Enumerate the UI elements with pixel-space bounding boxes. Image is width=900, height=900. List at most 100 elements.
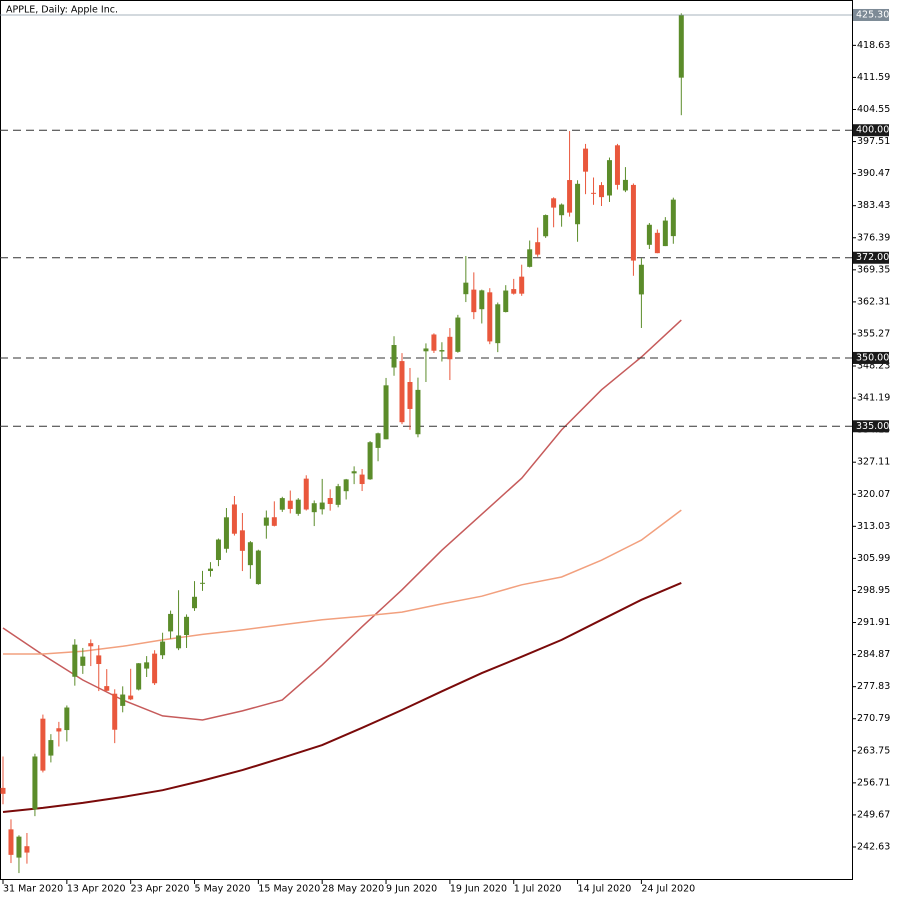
candle-body [207,568,213,572]
x-tick-label: 31 Mar 2020 [3,884,63,895]
candle-body [399,361,405,423]
y-tick-label: 383.43 [857,200,890,211]
candle-body [311,503,317,513]
candle-body [423,348,429,352]
candle-body [471,289,477,313]
y-tick-label: 320.07 [857,489,890,500]
y-tick-label: 256.71 [857,777,890,788]
y-tick-label: 362.31 [857,296,890,307]
candle-body [152,653,158,684]
candle-body [327,498,333,504]
candle-body [48,740,54,756]
x-tick-label: 5 May 2020 [195,884,251,895]
y-tick-label: 355.27 [857,328,890,339]
candle-body [367,442,373,480]
candle-body [591,192,597,194]
candle-body [487,292,493,342]
y-tick-label: 313.03 [857,521,890,532]
level-label-box [853,251,889,264]
y-tick-label: 291.91 [857,617,890,628]
y-tick-label: 305.99 [857,553,890,564]
candle-body [479,290,485,310]
y-tick-label: 242.63 [857,841,890,852]
candle-body [144,662,150,669]
x-tick-label: 19 Jun 2020 [450,884,507,895]
x-tick-label: 23 Apr 2020 [131,884,190,895]
candle-body [192,596,198,609]
candle-body [64,707,70,731]
y-tick-label: 390.47 [857,168,890,179]
level-label: 372.00 [856,252,889,263]
candle-body [56,728,62,732]
y-tick-label: 327.11 [857,457,890,468]
candle-body [160,641,166,656]
candle-body [535,242,541,255]
chart-title: APPLE, Daily: Apple Inc. [6,5,118,16]
candle-body [415,389,421,435]
candle-body [104,686,110,691]
candle-body [136,663,142,690]
candle-body [599,185,604,198]
candle-body [375,433,381,448]
candle-body [646,224,652,245]
candle-body [351,471,357,474]
candle-body [622,179,628,191]
last-price-label: 425.30 [856,9,889,20]
candle-body [295,499,301,514]
level-label-box [853,124,889,137]
y-tick-label: 277.83 [857,681,890,692]
candle-body [654,232,660,254]
candle-body [511,289,517,294]
candle-body [96,655,102,665]
x-tick-label: 15 May 2020 [258,884,320,895]
level-label-box [853,420,889,433]
level-label-box [853,351,889,364]
candle-body [359,474,365,485]
candle-body [16,836,22,858]
candle-body [519,276,525,294]
candle-body [447,336,453,360]
candle-body [303,478,309,510]
x-tick-label: 14 Jul 2020 [578,884,632,895]
y-tick-label: 369.35 [857,264,890,275]
candle-body [287,500,293,509]
x-tick-label: 9 Jun 2020 [386,884,437,895]
candle-body [343,479,349,492]
candle-body [32,756,38,810]
candle-body [431,334,437,351]
y-tick-label: 418.63 [857,40,890,51]
y-tick-label: 404.55 [857,104,890,115]
y-tick-label: 397.51 [857,136,890,147]
candle-body [263,517,269,526]
y-tick-label: 348.23 [857,361,890,372]
y-tick-label: 298.95 [857,585,890,596]
candle-body [559,204,565,216]
y-tick-label: 270.79 [857,713,890,724]
last-price-box [853,8,889,21]
candle-body [40,718,46,771]
candle-body [72,644,78,677]
candle-body [614,145,620,185]
candle-body [80,656,86,666]
candle-body [527,249,533,267]
candle-body [567,180,573,213]
candle-body [575,183,581,225]
candle-body [503,290,509,313]
y-tick-label: 263.75 [857,745,890,756]
candle-body [184,616,190,636]
candle-body [606,160,612,196]
y-tick-label: 411.59 [857,72,890,83]
x-tick-label: 13 Apr 2020 [67,884,126,895]
candle-body [176,635,182,649]
candle-body [383,385,389,440]
candle-body [112,693,118,730]
candle-body [200,582,205,584]
x-tick-label: 24 Jul 2020 [641,884,695,895]
candle-body [463,282,469,295]
candle-body [630,184,636,261]
y-tick-label: 341.19 [857,393,890,404]
candle-body [583,148,589,172]
y-tick-label: 249.67 [857,809,890,820]
level-label: 350.00 [856,352,889,363]
